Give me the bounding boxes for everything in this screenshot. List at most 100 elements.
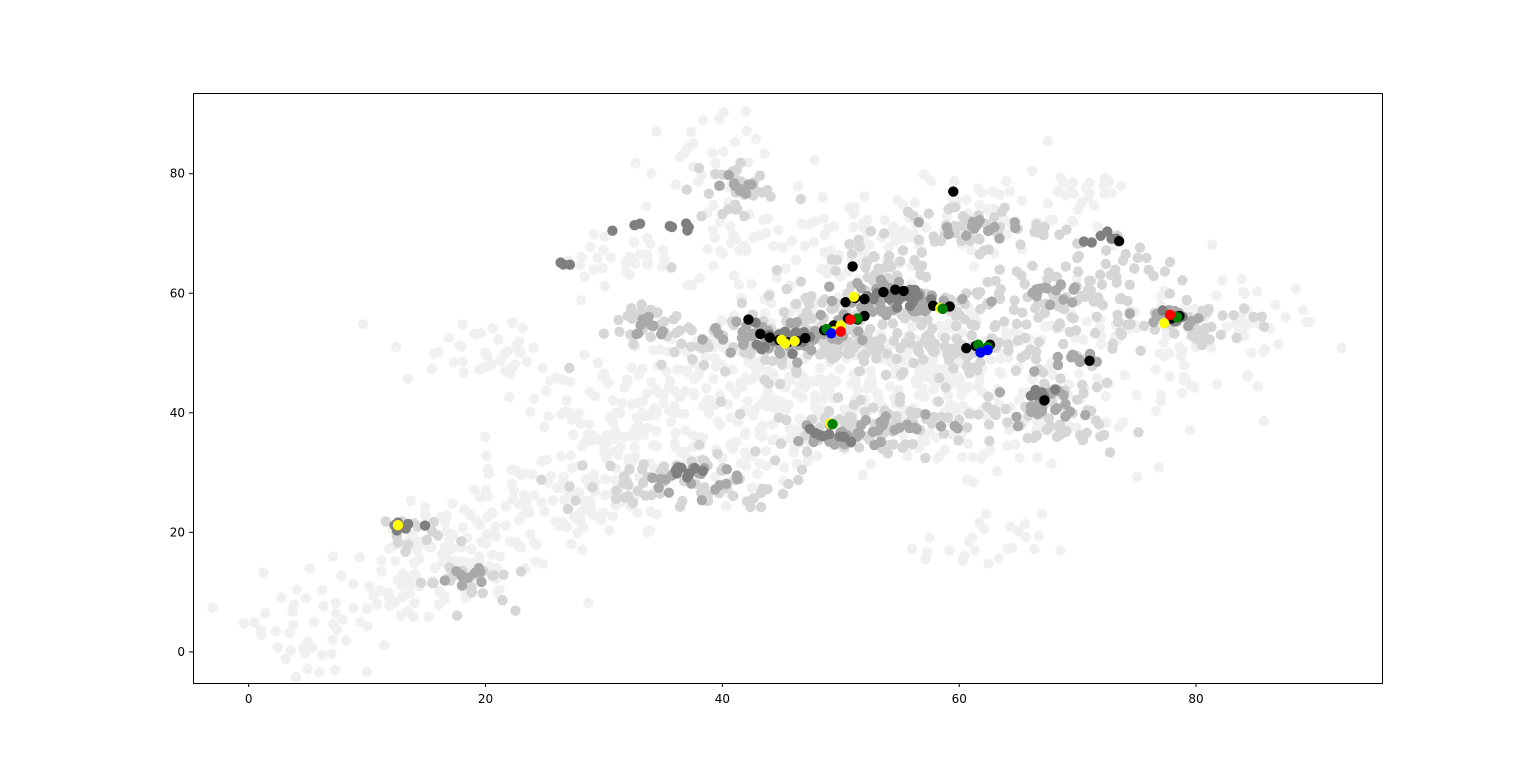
density-point [999, 202, 1010, 213]
density-point [693, 176, 704, 187]
density-point [891, 410, 902, 422]
density-point [656, 329, 667, 340]
density-point [601, 450, 612, 461]
density-point [820, 385, 832, 396]
density-point [966, 330, 977, 341]
density-point [1058, 338, 1069, 350]
density-point [474, 519, 486, 530]
density-point [1027, 165, 1038, 177]
density-point [588, 229, 599, 240]
density-point [848, 221, 859, 233]
density-point [1148, 316, 1159, 328]
density-point [942, 390, 954, 401]
density-point [756, 187, 768, 198]
density-point [1052, 359, 1064, 371]
density-point [528, 490, 540, 501]
density-point [1149, 324, 1161, 335]
density-point [577, 460, 588, 471]
density-point [517, 322, 528, 333]
density-point [495, 355, 506, 366]
density-point [633, 369, 644, 380]
density-point [1084, 275, 1095, 287]
density-point [948, 363, 959, 374]
density-point [1155, 290, 1167, 302]
density-point [725, 221, 736, 232]
density-point [786, 236, 797, 247]
density-point [1164, 256, 1176, 268]
density-point [962, 422, 973, 433]
density-point [877, 319, 888, 330]
density-point [895, 256, 906, 267]
density-point [759, 148, 770, 159]
density-point [918, 354, 929, 365]
density-point [564, 481, 575, 492]
density-point [556, 482, 567, 494]
density-point [507, 317, 518, 328]
density-point [961, 230, 972, 241]
density-point [1012, 421, 1024, 432]
green-point [937, 303, 948, 314]
yellow-point [789, 335, 800, 347]
x-tick-label: 0 [245, 692, 253, 706]
density-point [308, 616, 320, 628]
density-point [645, 331, 656, 343]
density-point [1091, 382, 1103, 393]
density-point [962, 352, 973, 363]
black-point [847, 261, 858, 272]
density-point [713, 113, 725, 125]
density-point [1204, 334, 1215, 345]
density-point [927, 323, 938, 334]
density-point [481, 450, 492, 461]
density-point [924, 532, 935, 543]
density-point [759, 308, 771, 319]
density-point [710, 168, 721, 180]
density-point [1085, 285, 1097, 296]
density-point [881, 348, 893, 359]
density-point [1115, 327, 1126, 338]
density-point [1164, 347, 1175, 359]
density-point [607, 511, 618, 522]
density-point [687, 354, 698, 365]
density-point [1019, 278, 1030, 290]
density-point [1009, 295, 1020, 306]
density-point [355, 617, 366, 628]
density-point [1054, 419, 1066, 430]
density-point [769, 394, 780, 405]
density-point [1131, 471, 1143, 482]
density-point [721, 500, 732, 512]
x-axis: 0 20 40 60 80 [245, 683, 1204, 706]
density-point [733, 279, 745, 290]
density-point [291, 684, 301, 694]
density-point [853, 326, 864, 337]
density-point [983, 419, 995, 430]
density-point [1002, 229, 1013, 240]
density-point [1041, 424, 1052, 435]
density-point [592, 252, 603, 264]
density-point [474, 492, 486, 503]
density-point [804, 376, 816, 387]
density-point [1148, 270, 1159, 282]
density-point [1068, 284, 1079, 295]
density-point [668, 314, 679, 325]
density-point [891, 353, 902, 365]
density-point [826, 295, 838, 307]
density-point [679, 147, 690, 159]
density-point [742, 396, 753, 407]
density-point [1055, 373, 1066, 384]
density-point [880, 369, 892, 381]
density-point [892, 295, 904, 306]
density-point [852, 427, 863, 439]
density-point [1071, 394, 1083, 405]
density-point [1037, 509, 1048, 520]
density-point [623, 454, 634, 465]
density-point [584, 387, 595, 398]
density-point [651, 425, 662, 436]
density-point [868, 275, 879, 287]
density-point [982, 276, 993, 288]
density-point [656, 261, 668, 272]
density-point [564, 362, 575, 374]
density-point [718, 146, 729, 157]
density-point [688, 138, 699, 149]
density-point [1046, 458, 1057, 469]
density-point [390, 555, 401, 567]
